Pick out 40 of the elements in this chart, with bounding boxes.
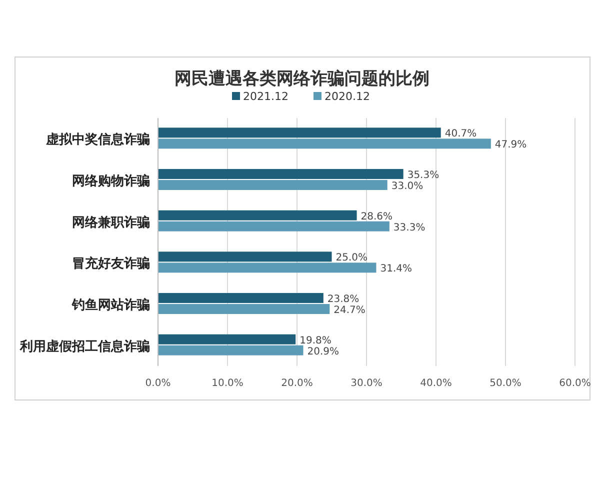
bar — [158, 345, 304, 356]
bar — [158, 128, 441, 138]
bar — [158, 169, 404, 179]
legend-label: 2020.12 — [324, 90, 370, 103]
x-tick-label: 20.0% — [281, 378, 313, 389]
data-label: 40.7% — [444, 128, 477, 140]
chart-title: 网民遭遇各类网络诈骗问题的比例 — [174, 69, 430, 89]
y-tick-label: 虚拟中奖信息诈骗 — [45, 132, 150, 148]
data-label: 47.9% — [494, 140, 527, 151]
x-tick-label: 40.0% — [420, 378, 452, 389]
x-tick-label: 30.0% — [350, 378, 382, 389]
x-tick-label: 10.0% — [212, 378, 244, 389]
y-tick-label: 网络兼职诈骗 — [72, 214, 150, 230]
bar — [158, 304, 330, 314]
data-label: 24.7% — [334, 305, 366, 316]
x-tick-label: 50.0% — [490, 378, 522, 389]
data-label: 19.8% — [300, 335, 332, 346]
data-label: 25.0% — [336, 252, 368, 264]
data-label: 31.4% — [380, 264, 412, 275]
data-label: 28.6% — [360, 211, 393, 222]
data-label: 20.9% — [307, 346, 340, 358]
bar — [158, 293, 324, 303]
y-tick-label: 钓鱼网站诈骗 — [71, 297, 150, 313]
data-label: 23.8% — [327, 294, 360, 305]
bar — [158, 252, 332, 262]
bar — [158, 221, 390, 232]
data-label: 33.0% — [391, 181, 424, 192]
bar — [158, 334, 296, 344]
bar — [158, 138, 491, 149]
y-tick-label: 网络购物诈骗 — [72, 173, 150, 189]
bar — [158, 180, 388, 190]
bar — [158, 210, 357, 220]
data-label: 35.3% — [407, 170, 440, 181]
bar — [158, 262, 376, 273]
y-tick-label: 利用虚假招工信息诈骗 — [19, 338, 150, 354]
legend-label: 2021.12 — [243, 90, 288, 103]
data-label: 33.3% — [393, 222, 426, 234]
x-tick-label: 60.0% — [559, 378, 591, 389]
y-tick-label: 冒充好友诈骗 — [72, 256, 150, 272]
x-tick-label: 0.0% — [145, 378, 171, 389]
